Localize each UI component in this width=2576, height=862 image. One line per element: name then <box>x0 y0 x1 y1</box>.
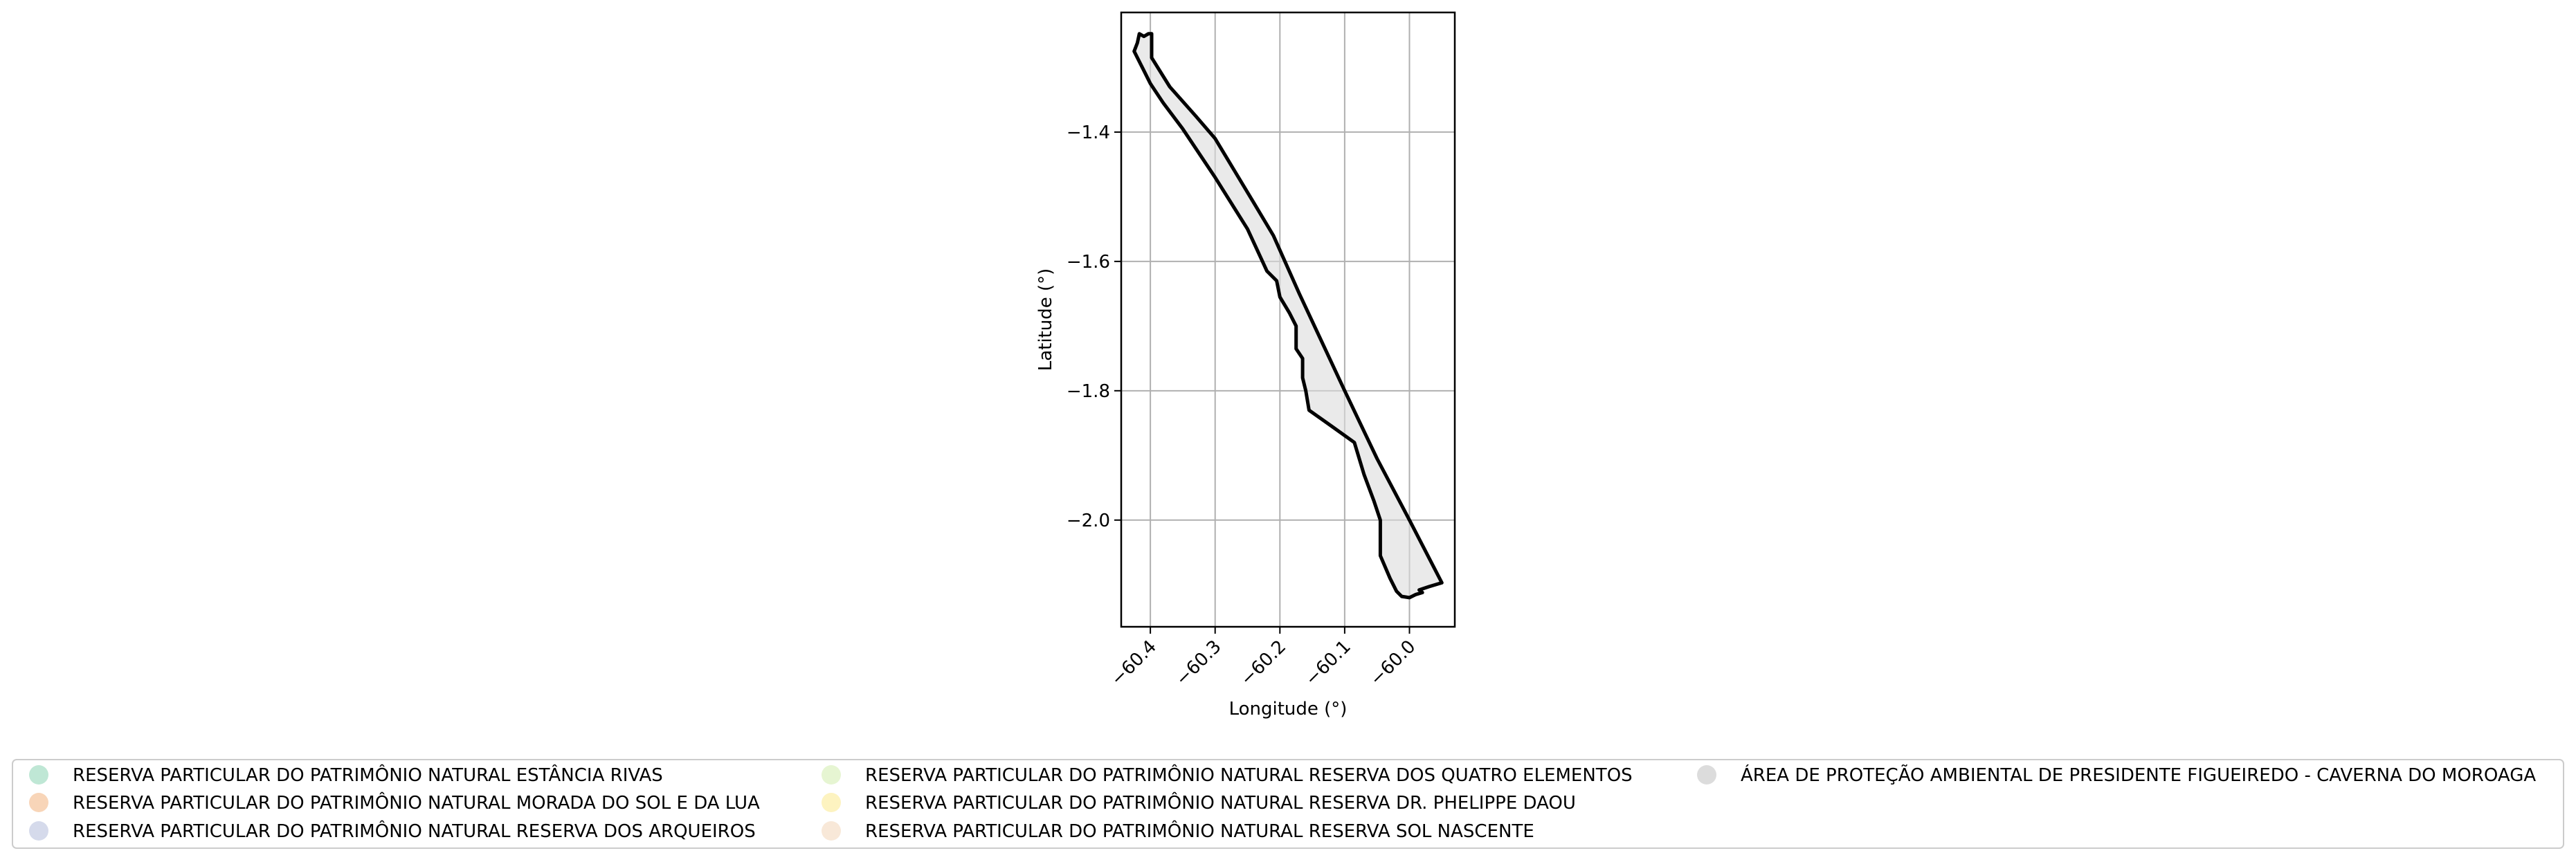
legend-label: RESERVA PARTICULAR DO PATRIMÔNIO NATURAL… <box>865 791 1576 814</box>
y-tick-label: −1.6 <box>1067 252 1110 273</box>
legend-marker <box>29 821 48 841</box>
x-axis-label: Longitude (°) <box>1229 699 1348 719</box>
protected-area-boundary <box>1132 32 1444 600</box>
x-tick-label: −60.4 <box>1107 636 1161 690</box>
legend-frame <box>12 759 2564 849</box>
legend-label: RESERVA PARTICULAR DO PATRIMÔNIO NATURAL… <box>73 820 756 842</box>
y-tick-label: −1.8 <box>1067 381 1110 402</box>
legend-label: RESERVA PARTICULAR DO PATRIMÔNIO NATURAL… <box>73 791 760 814</box>
legend: RESERVA PARTICULAR DO PATRIMÔNIO NATURAL… <box>12 759 2564 849</box>
legend-marker <box>29 765 48 785</box>
legend-label: RESERVA PARTICULAR DO PATRIMÔNIO NATURAL… <box>865 764 1633 786</box>
x-tick-label: −60.0 <box>1366 636 1420 690</box>
x-tick-label: −60.1 <box>1301 636 1355 690</box>
legend-marker <box>822 765 841 785</box>
legend-label: RESERVA PARTICULAR DO PATRIMÔNIO NATURAL… <box>73 764 663 786</box>
grid-lines <box>1121 12 1455 627</box>
x-tick-label: −60.3 <box>1172 636 1226 690</box>
legend-marker <box>822 793 841 812</box>
y-tick-label: −1.4 <box>1067 122 1110 143</box>
legend-label: RESERVA PARTICULAR DO PATRIMÔNIO NATURAL… <box>865 820 1534 842</box>
plot-area <box>1132 32 1444 600</box>
axes-frame <box>1120 11 1456 628</box>
y-axis-label: Latitude (°) <box>1035 268 1056 372</box>
legend-marker <box>1697 765 1716 785</box>
x-axis-ticks: −60.4 −60.3 −60.2 −60.1 −60.0 <box>1107 627 1420 690</box>
legend-marker <box>29 793 48 812</box>
legend-marker <box>822 821 841 841</box>
y-axis-ticks: −1.4 −1.6 −1.8 −2.0 <box>1067 122 1121 531</box>
legend-label: ÁREA DE PROTEÇÃO AMBIENTAL DE PRESIDENTE… <box>1741 764 2536 786</box>
x-tick-label: −60.2 <box>1237 636 1291 690</box>
y-tick-label: −2.0 <box>1067 511 1110 531</box>
